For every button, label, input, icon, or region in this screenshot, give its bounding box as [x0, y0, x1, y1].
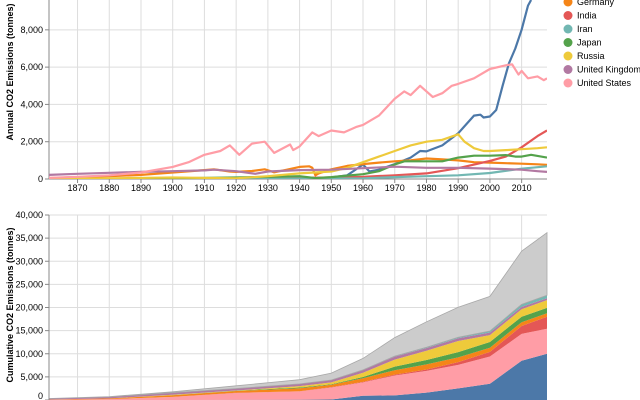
- legend-label: Japan: [577, 38, 602, 48]
- line-japan: [49, 153, 547, 179]
- legend-label: India: [577, 11, 597, 21]
- area-china: [49, 353, 547, 400]
- annual-y-tick-label: 4,000: [20, 99, 43, 109]
- legend-swatch: [563, 51, 573, 61]
- annual-x-tick-label: 1880: [99, 183, 119, 193]
- annual-x-tick-label: 1870: [68, 183, 88, 193]
- top-y-axis-title: Annual CO2 Emissions (tonnes): [5, 3, 15, 140]
- annual-x-tick-label: 1960: [353, 183, 373, 193]
- annual-x-tick-label: 1900: [163, 183, 183, 193]
- cumulative-y-tick-label: 5,000: [20, 372, 43, 382]
- legend-swatch: [563, 65, 573, 74]
- annual-x-tick-label: 1890: [131, 183, 151, 193]
- cumulative-y-tick-label: 25,000: [15, 279, 43, 289]
- cumulative-y-tick-label: 15,000: [15, 326, 43, 336]
- cumulative-y-tick-label: 0: [38, 391, 43, 400]
- annual-x-tick-label: 1970: [385, 183, 405, 193]
- annual-x-tick-label: 1940: [290, 183, 310, 193]
- area-russia: [49, 300, 547, 400]
- legend: Germany India Iran Japan Russia United Kingdo…: [563, 0, 640, 88]
- annual-x-tick-label: 2010: [512, 183, 532, 193]
- annual-x-tick-label: 1930: [258, 183, 278, 193]
- cumulative-y-tick-label: 35,000: [15, 233, 43, 243]
- line-united-states: [49, 63, 547, 179]
- annual-y-tick-label: 6,000: [20, 62, 43, 72]
- annual-lines: [49, 0, 547, 179]
- annual-chart: 0 2,000 4,000 6,000 8,000 1870 1880 1890 1900 191…: [20, 0, 547, 193]
- legend-label: Russia: [577, 51, 605, 61]
- legend-swatch: [563, 0, 573, 7]
- annual-x-tick-label: 2000: [480, 183, 500, 193]
- annual-y-tick-label: 8,000: [20, 25, 43, 35]
- legend-swatch: [563, 38, 573, 47]
- legend-swatch: [563, 24, 573, 34]
- legend-swatch: [563, 11, 573, 20]
- cumulative-y-tick-label: 40,000: [15, 210, 43, 220]
- annual-x-tick-label: 1920: [226, 183, 246, 193]
- line-russia: [49, 133, 547, 179]
- cumulative-y-tick-label: 10,000: [15, 349, 43, 359]
- legend-label: Germany: [577, 0, 615, 7]
- annual-x-tick-label: 1910: [194, 183, 214, 193]
- annual-x-tick-label: 1980: [416, 183, 436, 193]
- cumulative-chart: 0 5,000 10,000 15,000 20,000 25,000 30,000 35,0…: [15, 210, 548, 400]
- annual-y-tick-label: 0: [38, 174, 43, 184]
- annual-y-tick-label: 2,000: [20, 137, 43, 147]
- annual-x-tick-label: 1950: [321, 183, 341, 193]
- bottom-y-axis-title: Cumulative CO2 Emissions (tonnes): [5, 227, 15, 382]
- area-other: [48, 231, 548, 399]
- legend-swatch: [563, 78, 573, 88]
- legend-label: United Kingdom: [577, 65, 640, 75]
- legend-label: Iran: [577, 24, 593, 34]
- legend-label: United States: [577, 78, 632, 88]
- annual-x-tick-label: 1990: [448, 183, 468, 193]
- area-united-states: [49, 328, 547, 400]
- line-china: [49, 0, 533, 179]
- cumulative-y-tick-label: 30,000: [15, 256, 43, 266]
- cumulative-y-tick-label: 20,000: [15, 303, 43, 313]
